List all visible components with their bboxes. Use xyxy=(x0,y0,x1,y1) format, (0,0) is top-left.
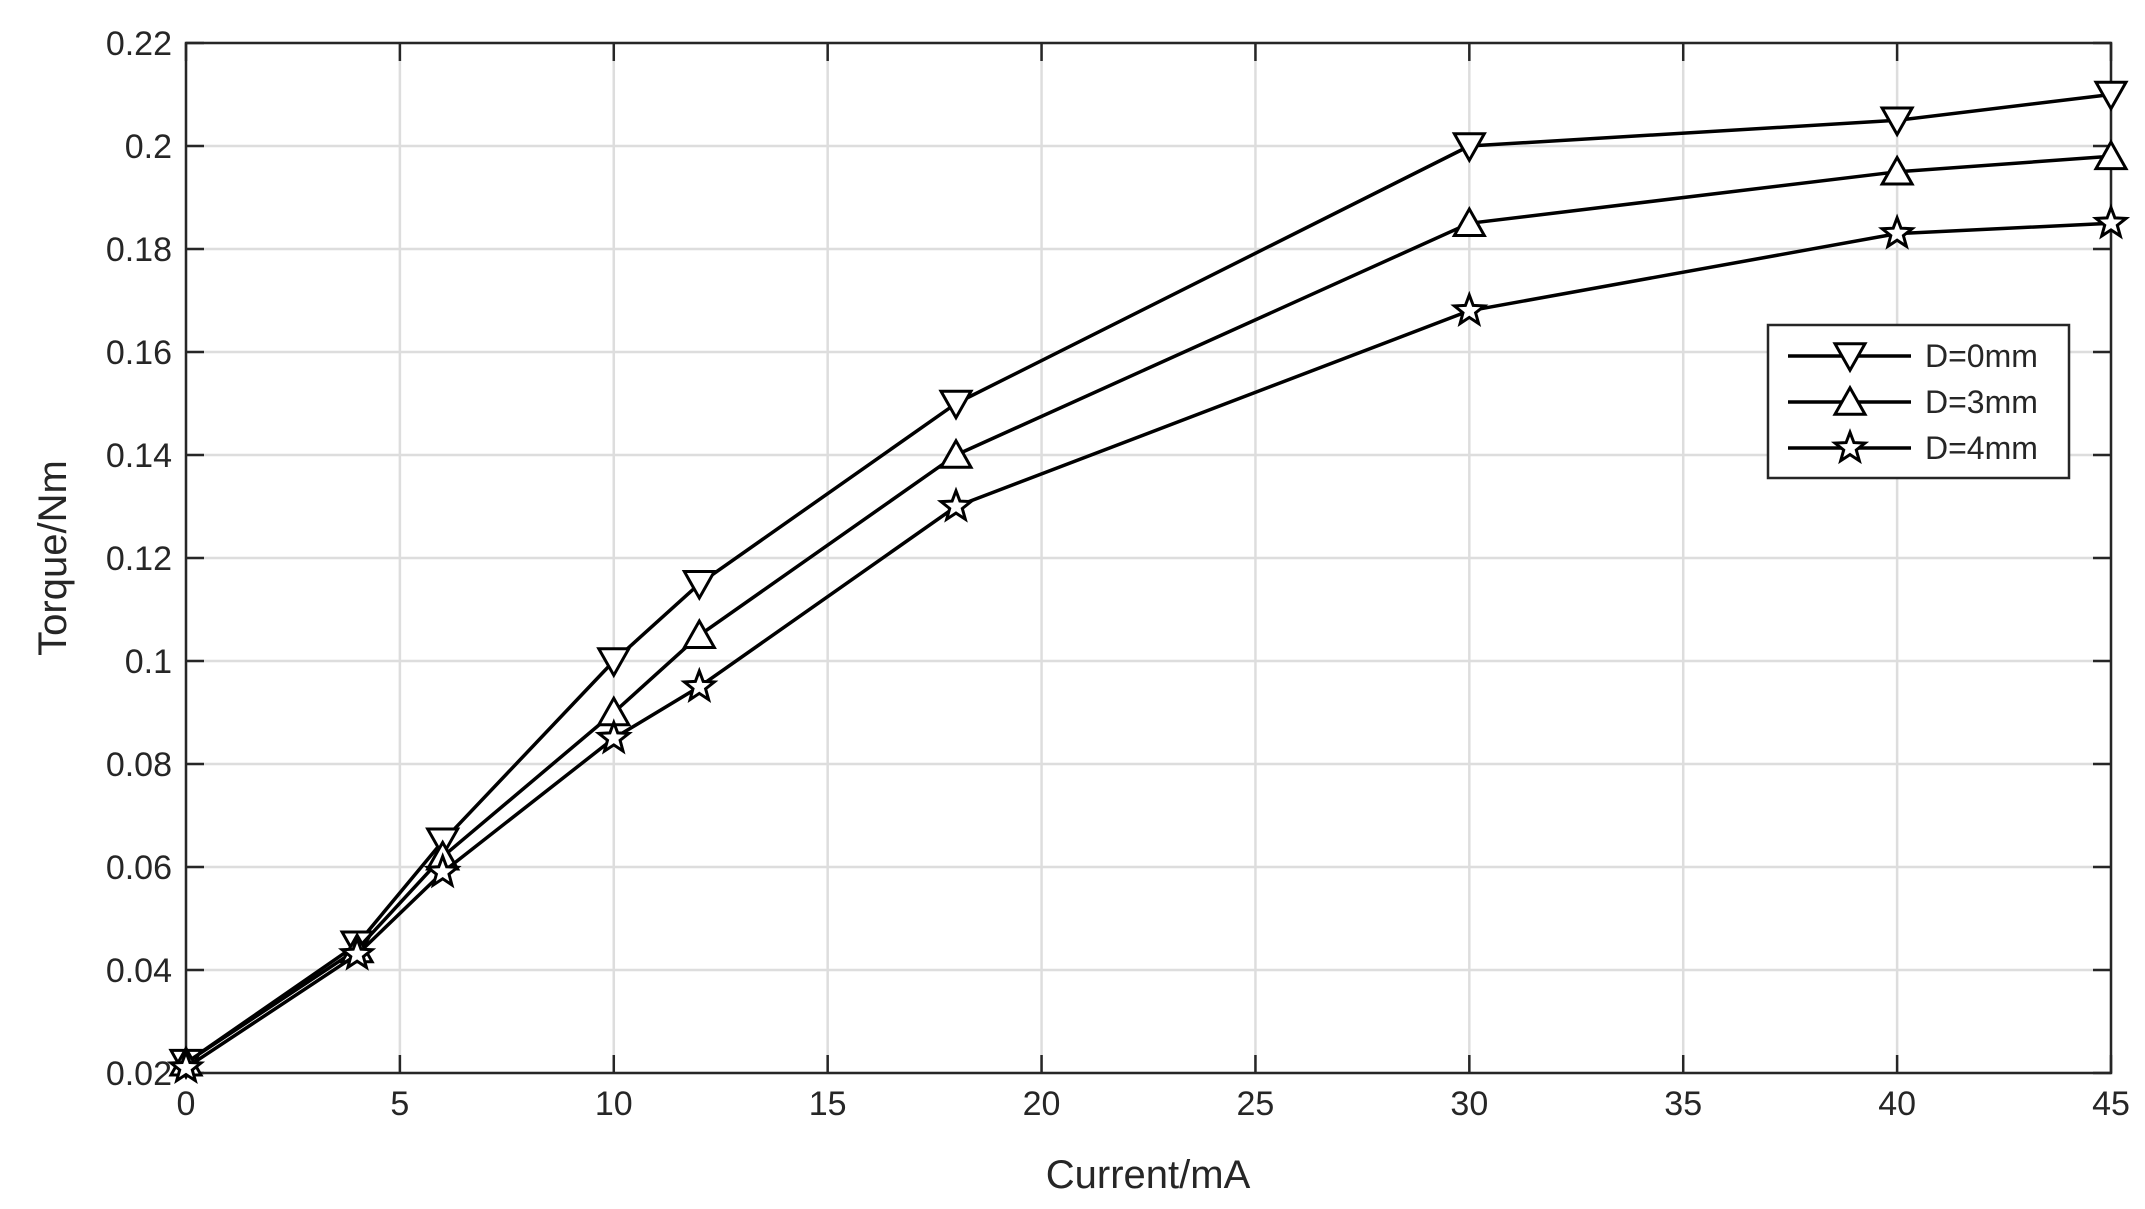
data-point xyxy=(1878,213,1917,250)
legend-marker xyxy=(1830,428,1870,465)
x-tick-label: 20 xyxy=(1023,1085,1061,1123)
y-tick-label: 0.04 xyxy=(106,952,172,990)
legend: D=0mm D=3mm D=4mm xyxy=(1766,323,2071,480)
data-point xyxy=(1451,205,1487,238)
y-tick-label: 0.06 xyxy=(106,849,172,887)
y-axis-label: Torque/Nm xyxy=(31,460,75,656)
x-tick-labels: 0 5 10 15 20 25 30 35 40 45 xyxy=(177,1085,2130,1123)
data-point xyxy=(1879,106,1915,138)
y-tick-label: 0.18 xyxy=(106,231,172,269)
series-layer xyxy=(166,80,2131,1085)
x-axis-label: Current/mA xyxy=(1046,1153,1251,1197)
data-point xyxy=(2091,203,2131,240)
y-tick-label: 0.22 xyxy=(106,25,172,63)
legend-item: D=3mm xyxy=(1788,384,2038,420)
series-3 xyxy=(166,203,2131,1085)
y-tick-label: 0.2 xyxy=(125,128,172,166)
legend-item: D=0mm xyxy=(1788,338,2038,374)
x-tick-label: 45 xyxy=(2092,1085,2130,1123)
data-point xyxy=(338,934,377,971)
legend-marker xyxy=(1832,384,1868,416)
x-tick-label: 15 xyxy=(809,1085,847,1123)
data-point xyxy=(423,852,462,889)
data-point xyxy=(938,389,974,421)
y-tick-label: 0.12 xyxy=(106,540,172,578)
legend-marker xyxy=(1832,342,1868,374)
data-point xyxy=(936,486,976,523)
y-tick-label: 0.1 xyxy=(125,643,172,681)
y-tick-label: 0.14 xyxy=(106,437,172,475)
y-tick-label: 0.02 xyxy=(106,1055,172,1093)
y-tick-label: 0.08 xyxy=(106,746,172,784)
x-tick-label: 0 xyxy=(177,1085,196,1123)
legend-label: D=3mm xyxy=(1925,384,2038,420)
data-point xyxy=(1450,290,1489,327)
data-point xyxy=(680,666,719,703)
data-point xyxy=(166,1047,206,1085)
y-tick-label: 0.16 xyxy=(106,334,172,372)
legend-label: D=0mm xyxy=(1925,338,2038,374)
data-point xyxy=(2093,80,2129,112)
x-tick-label: 5 xyxy=(390,1085,409,1123)
legend-label: D=4mm xyxy=(1925,430,2038,466)
data-point xyxy=(938,437,974,469)
x-tick-label: 30 xyxy=(1450,1085,1488,1123)
data-point xyxy=(2093,139,2129,171)
x-tick-label: 35 xyxy=(1664,1085,1702,1123)
data-point xyxy=(1879,154,1915,186)
x-tick-label: 10 xyxy=(595,1085,633,1123)
data-point xyxy=(596,647,632,679)
legend-item: D=4mm xyxy=(1788,428,2038,466)
y-tick-labels: 0.02 0.04 0.06 0.08 0.1 0.12 0.14 0.16 0.18 0.2 0.… xyxy=(106,25,172,1093)
data-point xyxy=(681,569,717,602)
data-point xyxy=(594,718,633,755)
x-tick-label: 40 xyxy=(1878,1085,1916,1123)
data-point xyxy=(1451,132,1487,164)
x-tick-label: 25 xyxy=(1237,1085,1275,1123)
plot-frame xyxy=(184,41,2113,1075)
data-point xyxy=(681,617,717,650)
